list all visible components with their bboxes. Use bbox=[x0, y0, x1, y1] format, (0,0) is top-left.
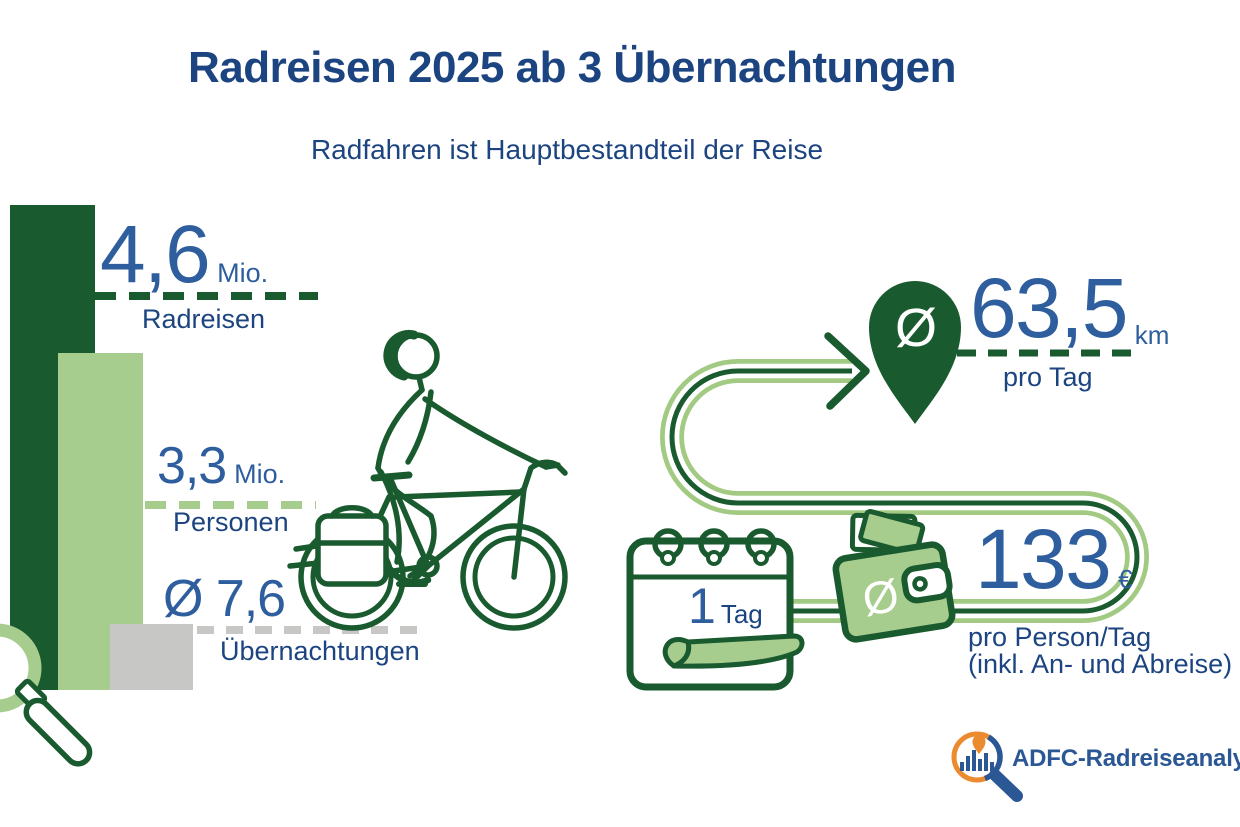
map-pin-average-symbol: Ø bbox=[895, 298, 937, 358]
stat-distance-unit: km bbox=[1134, 320, 1170, 350]
wallet-button bbox=[912, 576, 928, 592]
stat-radreisen: 4,6 Mio. bbox=[100, 214, 268, 296]
banknote bbox=[858, 509, 926, 557]
rider-back bbox=[375, 387, 425, 471]
stat-cost-unit: € bbox=[1118, 564, 1133, 594]
calendar-icon bbox=[626, 528, 805, 691]
stat-uebernachtungen: Ø 7,6 bbox=[163, 570, 286, 628]
stat-duration: 1 Tag bbox=[688, 581, 763, 631]
wallet-icon: Ø bbox=[832, 509, 956, 643]
route-path bbox=[660, 332, 1149, 623]
calendar-page-curl-roll bbox=[662, 637, 692, 669]
bike-top-tube bbox=[393, 489, 523, 500]
stat-cost-value: 133 bbox=[975, 512, 1112, 606]
cyclist-illustration bbox=[287, 329, 568, 631]
page-subtitle: Radfahren ist Hauptbestandteil der Reise bbox=[310, 134, 824, 165]
adfc-logo-icon bbox=[951, 731, 1023, 802]
calendar-ring-dot bbox=[706, 550, 722, 566]
logo-bars bbox=[960, 750, 994, 771]
stat-cost-label-2: (inkl. An- und Abreise) bbox=[968, 649, 1233, 679]
map-pin-icon: Ø bbox=[869, 281, 961, 424]
logo-wordmark: ADFC-Radreiseanalyse bbox=[1012, 745, 1240, 772]
bar-chart bbox=[10, 205, 193, 690]
bike-saddle bbox=[370, 471, 413, 482]
logo-pin bbox=[972, 735, 986, 754]
rider-hair bbox=[383, 329, 419, 381]
stat-duration-unit: Tag bbox=[720, 599, 763, 629]
wallet-average-symbol: Ø bbox=[859, 569, 902, 626]
stat-personen-unit: Mio. bbox=[234, 459, 286, 489]
stat-uebernachtungen-label: Übernachtungen bbox=[220, 636, 420, 666]
calendar-ring-dot bbox=[660, 550, 676, 566]
calendar-ring-dot bbox=[753, 550, 769, 566]
magnifier-icon bbox=[0, 623, 93, 767]
route-center bbox=[669, 368, 1140, 614]
page-title: Radreisen 2025 ab 3 Übernachtungen bbox=[188, 43, 956, 92]
stat-personen: 3,3 Mio. bbox=[157, 440, 285, 492]
rider-shin bbox=[407, 513, 437, 579]
stat-personen-value: 3,3 bbox=[157, 437, 227, 495]
stat-distance: 63,5 km bbox=[970, 266, 1169, 350]
stat-cost-label-1: pro Person/Tag bbox=[968, 622, 1152, 652]
magnifier-handle bbox=[23, 697, 93, 767]
stat-distance-value: 63,5 bbox=[970, 261, 1128, 355]
stat-personen-label: Personen bbox=[173, 507, 289, 537]
arrow-icon bbox=[824, 332, 870, 410]
stat-distance-label: pro Tag bbox=[1003, 362, 1093, 392]
stat-cost: 133 € bbox=[975, 517, 1133, 601]
stat-radreisen-label: Radreisen bbox=[142, 304, 266, 334]
stat-radreisen-unit: Mio. bbox=[217, 258, 269, 288]
logo-handle bbox=[989, 769, 1023, 802]
stat-duration-value: 1 bbox=[688, 578, 716, 634]
stat-radreisen-value: 4,6 bbox=[100, 209, 211, 300]
front-wheel-rim bbox=[472, 535, 556, 619]
bar-uebernachtungen bbox=[110, 624, 193, 690]
pannier-bag bbox=[315, 513, 389, 587]
rider-arm bbox=[422, 396, 549, 470]
pannier-handle bbox=[329, 505, 375, 519]
front-wheel bbox=[460, 523, 568, 631]
reference-lines bbox=[95, 292, 1133, 634]
rider-shoe bbox=[387, 566, 432, 586]
stat-uebernachtungen-value: Ø 7,6 bbox=[163, 570, 286, 628]
rider-far-leg bbox=[378, 469, 402, 565]
map-pin-shape bbox=[869, 281, 961, 424]
rider-hand bbox=[543, 462, 561, 470]
